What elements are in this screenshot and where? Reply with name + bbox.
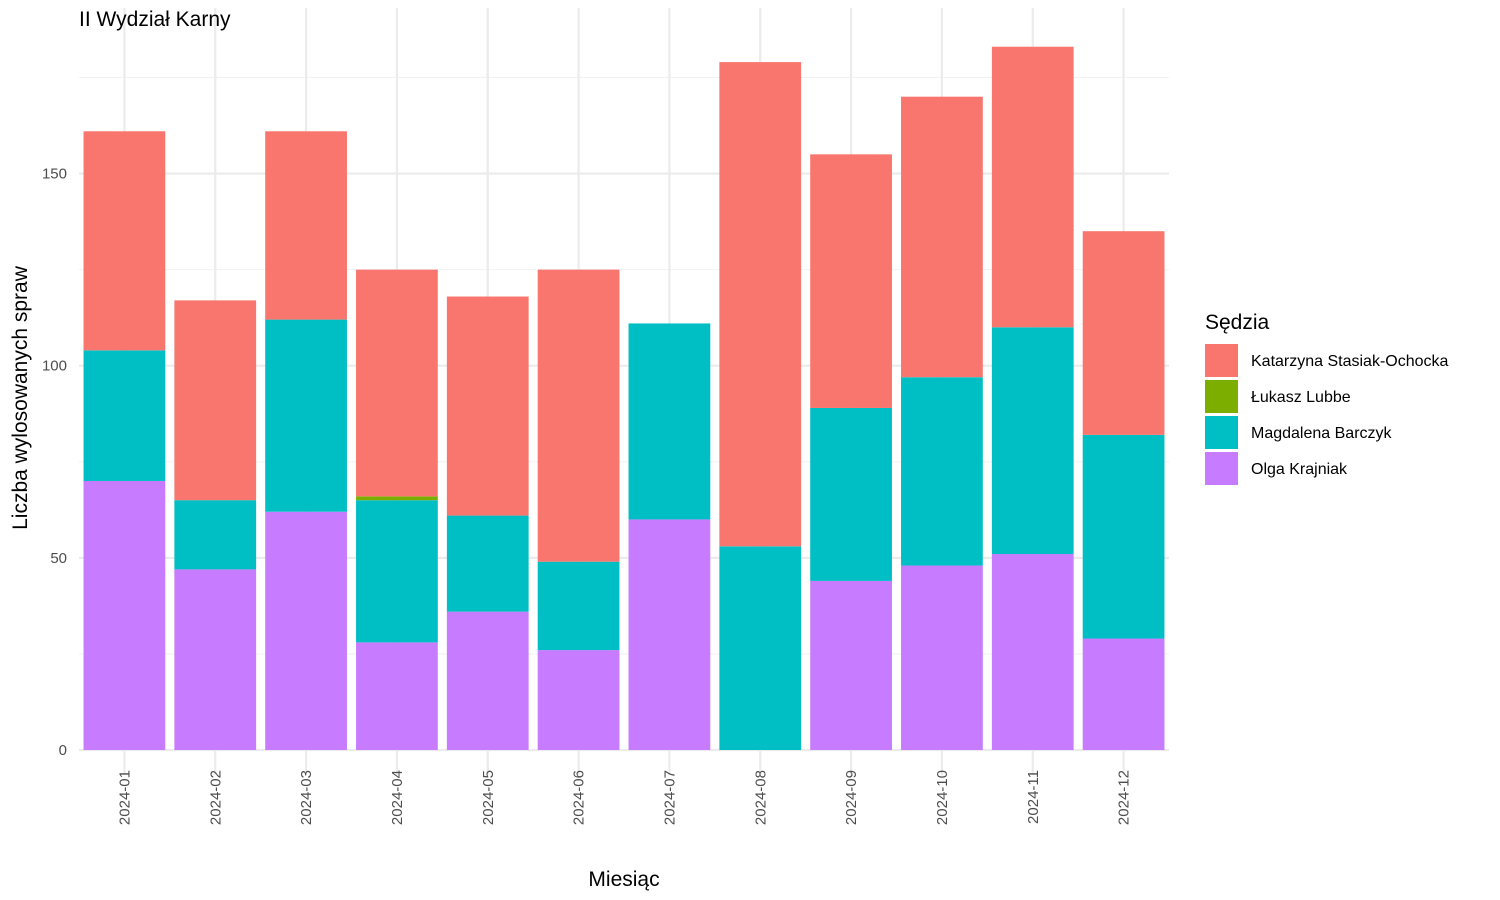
legend-swatch (1205, 344, 1238, 377)
bar-segment (991, 554, 1074, 750)
legend-title: Sędzia (1205, 311, 1270, 334)
bar-segment (537, 269, 620, 562)
bar-segment (356, 642, 438, 750)
bar-segment (1082, 231, 1165, 435)
bar-segment (83, 131, 166, 351)
bar-segment (810, 407, 892, 581)
legend-swatch (1205, 416, 1238, 449)
bar-segment (446, 611, 529, 750)
x-tick-label: 2024-02 (207, 770, 224, 825)
bar-segment (1082, 434, 1165, 639)
x-axis-ticks: 2024-01 2024-02 2024-03 2024-04 2024-05 2024-… (116, 770, 1132, 825)
bar-segment (901, 565, 983, 750)
bar-segment (174, 300, 257, 501)
bar-segment (628, 323, 711, 520)
bar-segment (265, 319, 347, 512)
bar-segment (265, 131, 347, 320)
bar-segment (810, 580, 892, 750)
legend-label: Łukasz Lubbe (1251, 389, 1351, 406)
y-tick-label: 0 (59, 742, 67, 759)
bar-segment (174, 569, 257, 750)
bar-segment (628, 519, 711, 750)
y-axis-title: Liczba wylosowanych spraw (9, 265, 32, 530)
bar-segment (991, 46, 1074, 328)
x-axis-title: Miesiąc (588, 868, 659, 891)
bar-segment (356, 269, 438, 497)
bar-segment (83, 480, 166, 750)
bar-segment (810, 154, 892, 408)
x-tick-label: 2024-04 (389, 770, 406, 825)
x-tick-label: 2024-05 (480, 770, 497, 825)
bars (83, 46, 1165, 750)
bar-segment (1082, 638, 1165, 750)
x-tick-label: 2024-12 (1116, 770, 1133, 825)
y-tick-label: 150 (42, 166, 67, 183)
y-tick-label: 50 (50, 550, 67, 567)
bar-segment (446, 515, 529, 612)
y-tick-label: 100 (42, 358, 67, 375)
y-axis-ticks: 0 50 100 150 (42, 166, 67, 759)
bar-segment (446, 296, 529, 516)
bar-segment (719, 546, 802, 750)
legend-label: Katarzyna Stasiak-Ochocka (1251, 353, 1449, 370)
bar-segment (356, 496, 438, 501)
x-tick-label: 2024-01 (116, 770, 133, 825)
bar-segment (356, 500, 438, 643)
chart-title: II Wydział Karny (79, 8, 231, 31)
bar-segment (174, 500, 257, 570)
legend-label: Olga Krajniak (1251, 461, 1348, 478)
bar-segment (991, 327, 1074, 555)
x-tick-label: 2024-06 (571, 770, 588, 825)
x-tick-label: 2024-03 (298, 770, 315, 825)
bar-segment (901, 96, 983, 378)
x-tick-label: 2024-11 (1025, 770, 1042, 824)
x-tick-label: 2024-07 (661, 770, 678, 825)
legend-label: Magdalena Barczyk (1251, 425, 1393, 442)
bar-segment (719, 62, 802, 547)
legend-swatch (1205, 380, 1238, 413)
x-tick-label: 2024-10 (934, 770, 951, 825)
legend-swatch (1205, 452, 1238, 485)
bar-segment (537, 561, 620, 651)
x-tick-label: 2024-08 (752, 770, 769, 825)
bar-segment (537, 650, 620, 750)
legend: Sędzia Katarzyna Stasiak-Ochocka Łukasz L… (1205, 311, 1449, 485)
x-tick-label: 2024-09 (843, 770, 860, 825)
bar-segment (265, 511, 347, 750)
bar-segment (83, 350, 166, 481)
bar-segment (901, 377, 983, 566)
